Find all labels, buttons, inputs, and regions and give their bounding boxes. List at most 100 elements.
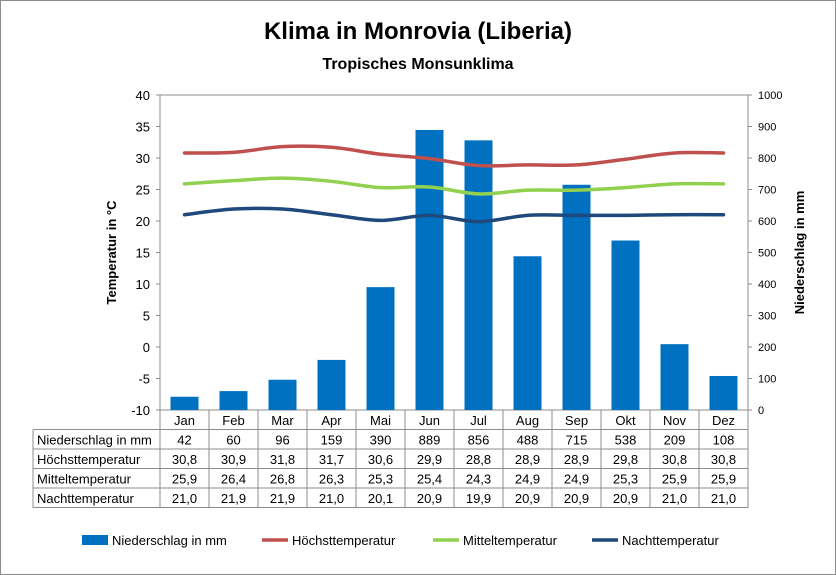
x-tick-label: Aug [516,413,539,428]
y-right-tick-label: 400 [758,279,776,291]
x-tick-label: Jul [470,413,487,428]
y-left-tick-label: 15 [136,246,150,261]
data-label: 25,3 [368,472,393,487]
y-right-tick-label: 200 [758,342,776,354]
data-label: 20,9 [515,491,540,506]
y-right-tick-label: 300 [758,311,776,323]
data-label: 24,9 [515,472,540,487]
y-left-tick-label: 5 [143,309,150,324]
y-left-tick-label: 35 [136,120,150,135]
legend-label: Niederschlag in mm [112,533,227,548]
table-row-header: Niederschlag in mm [37,433,152,448]
table-row-header: Mitteltemperatur [37,472,132,487]
data-table: Jan Feb Mar Apr Mai Jun Jul Aug Sep Okt Nov Dez Nied… [32,410,749,508]
data-label: 20,9 [417,491,442,506]
y-right-tick-label: 600 [758,216,776,228]
data-label: 26,3 [319,472,344,487]
y-right-tick-label: 800 [758,153,776,165]
bar-niederschlag [611,240,640,410]
data-label: 21,9 [270,491,295,506]
data-label: 42 [177,433,191,448]
data-label: 20,1 [368,491,393,506]
table-row-header: Nachttemperatur [37,491,134,506]
data-label: 25,9 [172,472,197,487]
plot-area [159,94,749,411]
x-tick-label: Jan [174,413,195,428]
x-tick-label: Jun [419,413,440,428]
data-label: 538 [615,433,637,448]
bar-niederschlag [317,359,346,410]
y-left-tick-label: -5 [138,372,150,387]
bar-series [170,129,738,411]
data-label: 21,0 [319,491,344,506]
data-label: 30,6 [368,452,393,467]
bar-niederschlag [513,256,542,410]
data-label: 24,3 [466,472,491,487]
y-left-tick-label: -10 [131,403,150,418]
line-series [182,144,726,224]
data-label: 26,4 [221,472,246,487]
data-label: 25,4 [417,472,442,487]
y-right-tick-label: 500 [758,248,776,260]
x-tick-label: Nov [663,413,687,428]
y-right-tick-label: 900 [758,122,776,134]
data-label: 20,9 [564,491,589,506]
x-tick-label: Dez [712,413,735,428]
data-label: 30,8 [172,452,197,467]
bar-niederschlag [366,287,395,410]
data-label: 31,8 [270,452,295,467]
chart-title: Klima in Monrovia (Liberia) [263,18,573,45]
bar-niederschlag [415,129,444,410]
x-tick-label: Mai [370,413,391,428]
bar-niederschlag [170,396,199,410]
data-label: 21,0 [172,491,197,506]
y-left-tick-label: 30 [136,151,150,166]
y-left-axis-title: Temperatur in °C [104,200,119,305]
data-label: 21,9 [221,491,246,506]
y-left-tick-label: 40 [136,88,150,103]
y-right-tick-label: 700 [758,185,776,197]
y-left-tick-label: 25 [136,183,150,198]
bar-niederschlag [464,140,493,411]
data-label: 20,9 [613,491,638,506]
x-tick-label: Feb [222,413,244,428]
data-label: 29,9 [417,452,442,467]
bar-niederschlag [268,379,297,410]
y-left-tick-label: 0 [143,340,150,355]
legend-label: Nachttemperatur [622,533,719,548]
data-label: 856 [468,433,490,448]
data-label: 28,8 [466,452,491,467]
data-label: 28,9 [515,452,540,467]
data-label: 21,0 [711,491,736,506]
bar-niederschlag [562,184,591,410]
legend-label: Höchsttemperatur [292,533,396,548]
table-row-header: Höchsttemperatur [37,452,141,467]
data-label: 29,8 [613,452,638,467]
plot-border [159,94,749,411]
data-label: 31,7 [319,452,344,467]
y-right-tick-label: 1000 [758,90,782,102]
data-label: 30,9 [221,452,246,467]
data-label: 108 [713,433,735,448]
data-label: 96 [275,433,289,448]
data-label: 19,9 [466,491,491,506]
line-höchsttemperatur [182,144,726,168]
x-tick-label: Sep [565,413,588,428]
data-label: 715 [566,433,588,448]
data-label: 24,9 [564,472,589,487]
data-label: 209 [664,433,686,448]
data-label: 30,8 [711,452,736,467]
data-label: 488 [517,433,539,448]
data-label: 25,9 [662,472,687,487]
line-mitteltemperatur [182,176,726,196]
data-label: 60 [226,433,240,448]
x-tick-label: Okt [615,413,636,428]
y-left-tick-label: 10 [136,277,150,292]
data-label: 30,8 [662,452,687,467]
legend-swatch-bar [82,535,108,545]
y-right-tick-label: 100 [758,374,776,386]
x-tick-label: Apr [321,413,342,428]
bar-niederschlag [219,391,248,410]
bar-niederschlag [709,375,738,410]
